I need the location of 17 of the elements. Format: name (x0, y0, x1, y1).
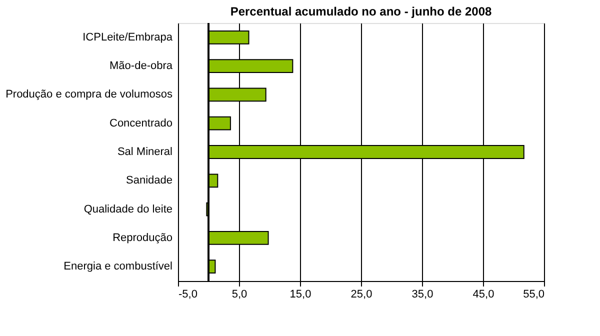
x-tick-label: 55,0 (523, 288, 544, 300)
y-tick-label: Qualidade do leite (84, 203, 172, 216)
x-tick-label: -5,0 (178, 288, 198, 300)
x-tick-label: 25,0 (350, 288, 372, 300)
y-tick-label: Energia e combustível (64, 260, 172, 273)
y-tick-label: ICPLeite/Embrapa (82, 31, 174, 44)
chart-title: Percentual acumulado no ano - junho de 2008 (230, 4, 492, 18)
y-tick-label: Reprodução (112, 232, 172, 244)
y-tick-label: Concentrado (110, 117, 172, 130)
y-tick-label: Sanidade (126, 174, 172, 187)
x-tick-label: 15,0 (290, 288, 312, 300)
x-tick-label: 35,0 (412, 288, 434, 300)
y-tick-label: Sal Mineral (117, 146, 172, 158)
x-tick-label: 5,0 (232, 288, 248, 300)
y-tick-label: Mão-de-obra (110, 60, 174, 72)
x-tick-label: 45,0 (472, 288, 494, 300)
y-tick-label: Produção e compra de volumosos (6, 88, 173, 101)
